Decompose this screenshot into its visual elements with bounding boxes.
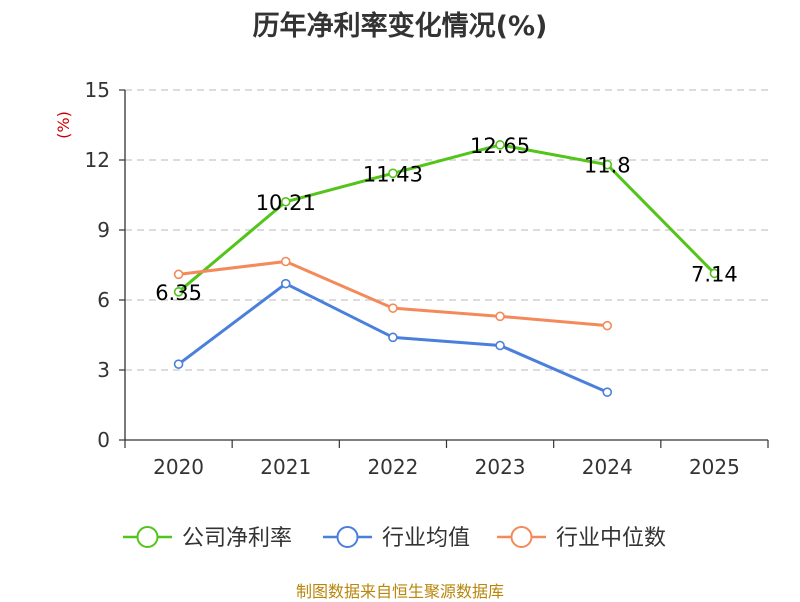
data-point-1-2020 (173, 359, 184, 369)
data-label-2021: 10.21 (256, 191, 316, 215)
data-label-2022: 11.43 (363, 162, 423, 186)
chart-title: 历年净利率变化情况(%) (252, 11, 548, 42)
data-label-2020: 6.35 (155, 281, 202, 305)
x-tick-label-2020: 2020 (153, 455, 204, 479)
data-label-2024: 11.8 (584, 154, 631, 178)
data-point-0-2025 (709, 268, 720, 279)
legend-label-2: 行业中位数 (556, 526, 666, 551)
source-note: 制图数据来自恒生聚源数据库 (295, 582, 504, 601)
x-tick-label-2023: 2023 (475, 455, 526, 479)
data-point-1-2024 (602, 387, 613, 397)
y-tick-label-3: 3 (97, 358, 110, 382)
legend: 公司净利率 行业均值 行业中位数 (123, 526, 666, 551)
data-point-1-2021 (280, 278, 291, 289)
series-line-0 (177, 143, 716, 293)
data-label-2023: 12.65 (470, 134, 530, 158)
y-tick-label-15: 15 (85, 78, 110, 102)
data-label-2025: 7.14 (691, 262, 738, 286)
y-tick-label-12: 12 (85, 148, 110, 172)
data-point-0-2024 (602, 159, 613, 170)
data-point-0-2023 (495, 140, 505, 150)
data-point-0-2021 (280, 196, 291, 207)
data-point-2-2022 (388, 303, 398, 313)
y-tick-label-9: 9 (97, 218, 110, 242)
series-lines (173, 140, 720, 397)
y-tick-label-0: 0 (97, 428, 110, 452)
data-point-2-2023 (495, 311, 505, 322)
x-tick-label-2025: 2025 (689, 455, 740, 479)
data-point-0-2022 (388, 168, 398, 179)
data-point-1-2023 (495, 340, 505, 351)
legend-marker-1 (336, 526, 359, 548)
x-tick-label-2024: 2024 (582, 455, 633, 479)
data-labels: 6.35 10.21 11.43 12.65 11.8 7.14 (155, 134, 738, 305)
axes: 0 3 6 9 12 15 (%) 2020 2021 2022 2023 2024 2025 (54, 78, 769, 479)
data-point-1-2022 (388, 332, 398, 343)
data-point-2-2024 (602, 320, 613, 331)
y-tick-label-6: 6 (97, 288, 110, 312)
data-point-2-2021 (280, 256, 291, 267)
data-point-0-2020 (173, 287, 184, 297)
y-axis-unit: (%) (54, 111, 73, 139)
legend-label-0: 公司净利率 (182, 526, 292, 551)
legend-label-1: 行业均值 (382, 526, 470, 551)
legend-marker-2 (510, 526, 533, 548)
data-point-2-2020 (173, 269, 184, 280)
x-tick-label-2021: 2021 (260, 455, 311, 479)
legend-marker-0 (136, 526, 159, 548)
x-tick-label-2022: 2022 (367, 455, 418, 479)
